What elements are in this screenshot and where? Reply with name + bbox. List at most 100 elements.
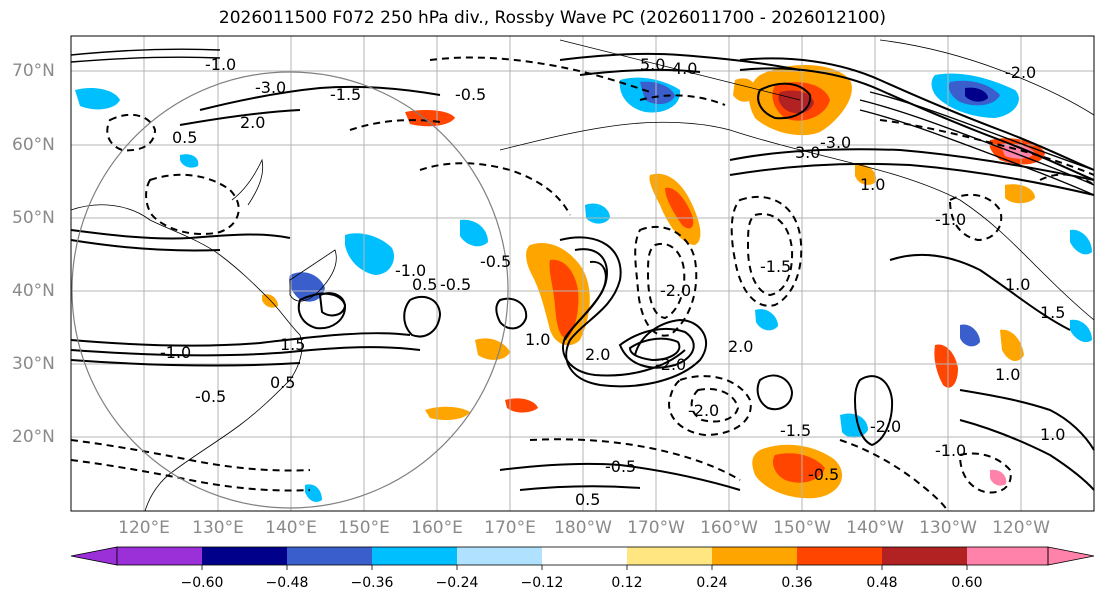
contour-label: 4.0 (672, 59, 697, 78)
contour-label: 1.5 (280, 335, 305, 354)
contour-label: -2.0 (660, 281, 691, 300)
lon-label: 130°W (919, 518, 977, 538)
contour-label: -0.5 (455, 85, 486, 104)
contour-label: 0.5 (575, 490, 600, 509)
negative-region (755, 309, 778, 331)
lon-label: 180°W (554, 518, 612, 538)
contour-label: 1.0 (525, 330, 550, 349)
lon-label: 170°E (484, 518, 536, 538)
colorbar-segment (202, 547, 287, 565)
map-title: 2026011500 F072 250 hPa div., Rossby Wav… (218, 8, 887, 28)
positive-region (778, 90, 814, 114)
colorbar-tick-label: 0.36 (781, 575, 813, 591)
contour-label: 1.5 (1040, 303, 1065, 322)
graticule (71, 36, 1094, 511)
colorbar-segment (967, 547, 1048, 565)
contour-label: 1.0 (995, 365, 1020, 384)
positive-region (405, 110, 455, 127)
lat-label-50n: 50°N (12, 208, 55, 228)
lat-label-30n: 30°N (12, 354, 55, 374)
positive-contours (70, 52, 1095, 491)
colorbar-segment (287, 547, 372, 565)
contour-label: -2.0 (870, 417, 901, 436)
contour-label: -1.0 (935, 441, 966, 460)
colorbar-tick-label: 0.12 (611, 575, 643, 591)
negative-region (965, 87, 988, 102)
positive-region (855, 164, 877, 185)
contour-label: -1.0 (935, 210, 966, 229)
negative-region (345, 233, 395, 275)
contour-label: -0.5 (195, 387, 226, 406)
colorbar-segment (457, 547, 542, 565)
lat-label-70n: 70°N (12, 61, 55, 81)
colorbar-segment (627, 547, 712, 565)
positive-region (772, 453, 825, 483)
colorbar-right-extension (1047, 546, 1095, 566)
contour-label: 1.0 (1005, 275, 1030, 294)
colorbar-left-extension (70, 546, 118, 566)
positive-region (505, 398, 538, 413)
contour-label: 2.0 (728, 337, 753, 356)
colorbar-tick-label: −0.48 (265, 575, 309, 591)
colorbar-segment (372, 547, 457, 565)
contour-label: 2.0 (240, 113, 265, 132)
negative-contours (70, 56, 1095, 512)
positive-region (1005, 184, 1035, 204)
map-frame (70, 35, 1095, 512)
negative-region (960, 324, 980, 347)
contour-label: -3.0 (820, 133, 851, 152)
lon-label: 150°E (338, 518, 390, 538)
contour-label: 1.0 (1040, 425, 1065, 444)
domain-circle (71, 71, 509, 509)
positive-region (549, 259, 579, 339)
colorbar-tick-label: 0.48 (866, 575, 898, 591)
contour-label: -1.5 (760, 257, 791, 276)
lon-label: 120°W (992, 518, 1050, 538)
contour-label: -0.5 (440, 275, 471, 294)
lon-label: 160°E (411, 518, 463, 538)
contour-label: -0.5 (808, 465, 839, 484)
negative-region (1070, 229, 1092, 255)
contour-label: -1.5 (330, 85, 361, 104)
positive-region (990, 469, 1007, 486)
positive-region (934, 344, 958, 388)
contour-label: -1.0 (160, 343, 191, 362)
lat-label-40n: 40°N (12, 281, 55, 301)
colorbar-tick-label: 0.24 (696, 575, 728, 591)
negative-region (75, 88, 120, 110)
positive-region (1000, 143, 1035, 159)
contour-label-group: 5.0 4.0 -1.0 -0.5 -1.5 2.0 -3.0 0.5 -0.5… (160, 55, 1065, 509)
contour-label: -2.0 (655, 355, 686, 374)
lon-label: 150°W (773, 518, 831, 538)
negative-region (305, 484, 322, 503)
negative-region (180, 154, 199, 168)
contour-label: -3.0 (255, 78, 286, 97)
colorbar-tick-label: −0.36 (350, 575, 394, 591)
positive-region (733, 78, 756, 102)
colorbar-segment (797, 547, 882, 565)
lon-label: 160°W (700, 518, 758, 538)
contour-label: 2.0 (585, 345, 610, 364)
lat-label-60n: 60°N (12, 135, 55, 155)
colorbar-segment (542, 547, 627, 565)
positive-region (425, 406, 470, 420)
negative-region (460, 219, 488, 247)
negative-region (585, 203, 610, 224)
lon-label: 140°E (265, 518, 317, 538)
colorbar-tick-label: 0.60 (951, 575, 983, 591)
contour-label: -2.0 (1005, 63, 1036, 82)
contour-label: -0.5 (480, 252, 511, 271)
contour-label: -0.5 (605, 457, 636, 476)
colorbar-tick-label: −0.60 (180, 575, 224, 591)
contour-label: -1.0 (205, 55, 236, 74)
lon-label: 140°W (846, 518, 904, 538)
lon-label: 120°E (118, 518, 170, 538)
negative-region (1070, 319, 1092, 343)
lon-label: 170°W (627, 518, 685, 538)
colorbar-segment (712, 547, 797, 565)
lat-label-20n: 20°N (12, 427, 55, 447)
colorbar-segment (117, 547, 202, 565)
colorbar (70, 546, 1095, 570)
contour-label: 0.5 (172, 128, 197, 147)
